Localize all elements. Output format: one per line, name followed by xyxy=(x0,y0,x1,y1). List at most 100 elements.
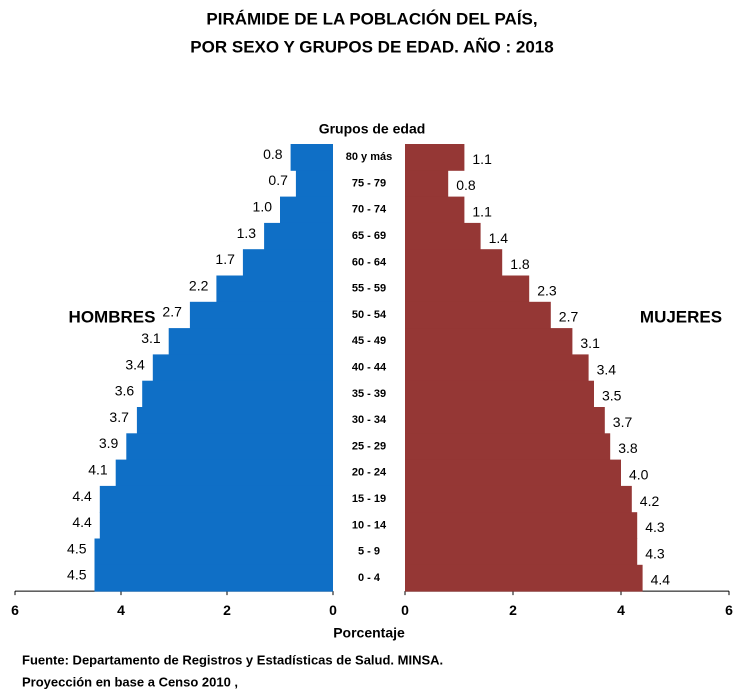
bar xyxy=(405,249,503,276)
bar xyxy=(405,380,594,408)
bar xyxy=(405,328,573,355)
bar xyxy=(99,512,333,539)
value-label: 3.4 xyxy=(125,356,145,372)
value-label: 2.7 xyxy=(162,304,182,320)
bar xyxy=(189,301,333,329)
category-label: 10 - 14 xyxy=(352,519,387,531)
value-label: 0.7 xyxy=(268,172,288,188)
legend-label: HOMBRES xyxy=(69,307,156,326)
value-label: 2.3 xyxy=(537,282,557,298)
category-label: 40 - 44 xyxy=(352,361,387,373)
value-label: 3.1 xyxy=(141,330,161,346)
bar xyxy=(115,459,333,487)
x-tick-label: 2 xyxy=(223,602,231,618)
category-label: 60 - 64 xyxy=(352,256,387,268)
value-label: 1.8 xyxy=(510,256,530,272)
value-label: 4.3 xyxy=(645,519,665,535)
bar xyxy=(405,301,551,329)
bar xyxy=(242,249,333,276)
category-label: 70 - 74 xyxy=(352,204,387,216)
x-tick-label: 0 xyxy=(329,602,337,618)
category-label: 50 - 54 xyxy=(352,309,387,321)
category-label: 30 - 34 xyxy=(352,414,387,426)
value-label: 1.7 xyxy=(215,251,235,267)
bar xyxy=(94,538,333,566)
value-label: 3.7 xyxy=(613,414,633,430)
value-label: 1.3 xyxy=(237,225,257,241)
category-label: 75 - 79 xyxy=(352,177,386,189)
bar xyxy=(94,564,333,592)
x-tick-label: 4 xyxy=(117,602,125,618)
value-label: 4.2 xyxy=(640,493,660,509)
value-label: 1.1 xyxy=(472,151,492,167)
bar xyxy=(126,433,333,461)
bar xyxy=(99,485,333,513)
bar xyxy=(405,433,611,461)
value-label: 4.5 xyxy=(67,540,87,556)
value-label: 3.5 xyxy=(602,388,622,404)
bar xyxy=(405,564,643,592)
bar xyxy=(142,380,333,408)
value-label: 1.1 xyxy=(472,203,492,219)
bar xyxy=(295,170,333,198)
value-label: 4.4 xyxy=(72,488,92,504)
x-tick-label: 2 xyxy=(509,602,517,618)
chart-title: PIRÁMIDE DE LA POBLACIÓN DEL PAÍS, xyxy=(206,9,537,28)
x-tick-label: 6 xyxy=(11,602,19,618)
value-label: 0.8 xyxy=(263,146,283,162)
bar xyxy=(405,512,638,539)
value-label: 1.4 xyxy=(489,230,509,246)
source: Fuente: Departamento de Registros y Esta… xyxy=(22,652,443,667)
category-label: 20 - 24 xyxy=(352,467,387,479)
category-axis-label: Grupos de edad xyxy=(319,121,426,137)
bar xyxy=(405,196,465,224)
value-label: 3.1 xyxy=(580,335,600,351)
bar xyxy=(136,407,333,434)
x-tick-label: 6 xyxy=(725,602,733,618)
value-label: 3.4 xyxy=(597,361,617,377)
value-label: 4.4 xyxy=(651,572,671,588)
category-label: 65 - 69 xyxy=(352,230,386,242)
chart-title: POR SEXO Y GRUPOS DE EDAD. AÑO : 2018 xyxy=(190,36,553,56)
bar xyxy=(405,459,621,487)
value-label: 4.1 xyxy=(88,461,108,477)
bar xyxy=(405,144,465,171)
value-label: 4.3 xyxy=(645,545,665,561)
value-label: 4.5 xyxy=(67,567,87,583)
category-label: 35 - 39 xyxy=(352,388,386,400)
x-tick-label: 4 xyxy=(617,602,625,618)
source: Proyección en base a Censo 2010 , xyxy=(22,674,238,689)
bar xyxy=(405,222,481,250)
bar xyxy=(405,275,530,303)
bar xyxy=(264,222,333,250)
bar xyxy=(405,170,449,198)
category-label: 55 - 59 xyxy=(352,283,386,295)
legend-label: MUJERES xyxy=(640,307,722,326)
category-label: 0 - 4 xyxy=(358,572,381,584)
value-label: 3.8 xyxy=(618,440,638,456)
value-label: 2.7 xyxy=(559,309,579,325)
bar xyxy=(290,144,333,171)
category-label: 45 - 49 xyxy=(352,335,386,347)
value-label: 4.4 xyxy=(72,514,92,530)
value-label: 3.9 xyxy=(99,435,119,451)
value-label: 3.7 xyxy=(109,409,129,425)
bar xyxy=(405,538,638,566)
x-tick-label: 0 xyxy=(401,602,409,618)
value-label: 4.0 xyxy=(629,466,649,482)
value-label: 2.2 xyxy=(189,277,209,293)
bar xyxy=(168,328,333,355)
category-label: 25 - 29 xyxy=(352,440,386,452)
bar xyxy=(152,354,333,382)
bar xyxy=(280,196,333,224)
category-label: 15 - 19 xyxy=(352,493,386,505)
bar xyxy=(405,407,605,434)
bar xyxy=(405,485,632,513)
value-label: 1.0 xyxy=(253,198,273,214)
bar xyxy=(405,354,589,382)
value-label: 3.6 xyxy=(115,383,135,399)
x-axis-label: Porcentaje xyxy=(333,625,405,641)
category-label: 80 y más xyxy=(346,151,392,163)
category-label: 5 - 9 xyxy=(358,546,380,558)
